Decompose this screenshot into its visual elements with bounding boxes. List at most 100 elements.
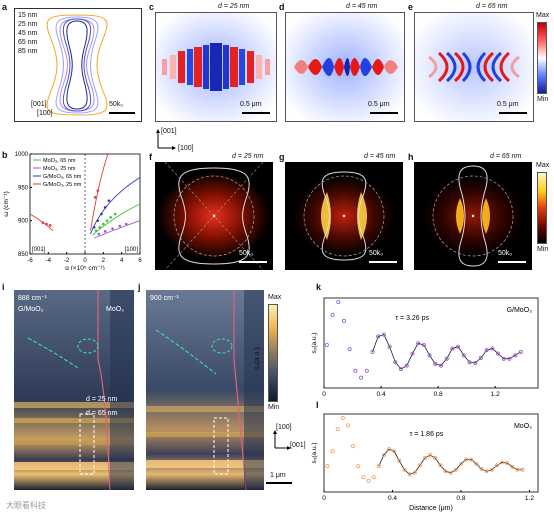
data-point [387, 447, 392, 452]
dispersion-curve [90, 176, 141, 235]
x-tick-label: 0 [322, 495, 326, 502]
data-point [353, 368, 358, 373]
thickness-label: d = 25 nm [232, 153, 264, 160]
data-point [456, 344, 461, 349]
data-point [113, 212, 117, 216]
near-field-image-i [14, 290, 134, 490]
data-point [324, 343, 329, 348]
data-point [507, 356, 512, 361]
y-tick-label: 850 [18, 252, 29, 258]
data-point [109, 216, 112, 219]
data-point [397, 458, 402, 463]
data-point [494, 463, 499, 468]
x-tick-label: 2 [102, 258, 106, 264]
legend-entry: G/MoO₃, 25 nm [43, 182, 82, 188]
data-point [469, 457, 474, 462]
panel-d-field-map: 0.5 μm [285, 12, 405, 122]
y-axis-label: ω (cm⁻¹) [3, 191, 10, 216]
data-point [458, 461, 463, 466]
data-point [96, 219, 100, 222]
panel-label-d: d [279, 2, 285, 12]
data-point [489, 467, 494, 472]
data-point [376, 464, 381, 469]
panel-label-j: j [138, 282, 141, 292]
data-point [410, 351, 415, 356]
data-point [438, 363, 443, 368]
data-point [97, 232, 101, 236]
data-point [94, 229, 98, 232]
data-point [370, 349, 375, 354]
data-point [427, 353, 432, 358]
panel-label-l: l [316, 400, 319, 410]
x-tick-label: 1.2 [491, 391, 500, 398]
data-point [496, 351, 501, 356]
data-point [345, 423, 350, 428]
near-field-image-j [146, 290, 264, 490]
data-point [461, 353, 466, 358]
data-point [423, 455, 428, 460]
lifetime-label: τ = 1.86 ps [410, 431, 444, 438]
thickness-label: d = 25 nm [218, 3, 250, 10]
y-axis-label: s₃(a.u.) [311, 332, 318, 353]
field-map-e [415, 13, 533, 121]
data-point [428, 453, 433, 458]
panel-label-b: b [2, 150, 8, 160]
data-point [118, 224, 122, 228]
decay-chart-l: 0 0.4 0.8 1.2 s₃(a.u.) MoO₃ τ = 1.86 ps Distanc… [311, 413, 539, 512]
legend-entry: MoO₃, 65 nm [43, 158, 76, 164]
legend-entry: 45 nm [18, 30, 38, 37]
data-point [474, 461, 479, 466]
data-point [103, 230, 107, 233]
data-point [478, 355, 483, 360]
thickness-label: d = 65 nm [490, 153, 522, 160]
data-point [340, 415, 345, 420]
plot-frame [323, 413, 539, 493]
data-point [399, 367, 404, 372]
x-tick-label: 0.8 [434, 391, 443, 398]
data-point [381, 453, 386, 458]
data-point [351, 444, 356, 449]
panel-label-a: a [2, 2, 8, 12]
data-point [479, 467, 484, 472]
colorbar-max-label: Max [536, 12, 550, 19]
frequency-label: 900 cm⁻¹ [150, 295, 179, 302]
colorbar-1 [537, 22, 547, 94]
data-point [453, 467, 458, 472]
data-point [421, 343, 426, 348]
data-point [124, 222, 128, 226]
scale-bar-label: 50k₀ [369, 250, 384, 257]
thickness-label: d = 45 nm [346, 3, 378, 10]
legend-entry: MoO₃, 25 nm [43, 166, 76, 172]
data-point [402, 467, 407, 472]
data-point [381, 332, 386, 337]
data-point [404, 363, 409, 368]
data-point [443, 469, 448, 474]
dispersion-curve [29, 213, 54, 231]
decay-chart-k: 0 0.4 0.8 1.2 s₃(a.u.) G/MoO₃ τ = 3.26 ps [311, 297, 539, 398]
data-point [376, 334, 381, 339]
x-tick-label: -2 [64, 258, 70, 264]
lifetime-label: τ = 3.26 ps [395, 315, 429, 322]
thickness-label-1: d = 25 nm [86, 396, 118, 403]
data-point [490, 346, 495, 351]
colorbar-min-label: Min [268, 404, 280, 411]
x-tick-label: 0 [83, 258, 87, 264]
chart-title: G/MoO₃ [507, 307, 533, 314]
panel-l-decay-chart: 0 0.4 0.8 1.2 s₃(a.u.) MoO₃ τ = 1.86 ps Distanc… [306, 406, 546, 514]
data-point [515, 467, 520, 472]
data-point [433, 361, 438, 366]
data-point [105, 219, 109, 222]
data-point [467, 360, 472, 365]
legend-entry: 65 nm [18, 39, 38, 46]
legend-entry: G/MoO₃, 65 nm [43, 174, 82, 180]
crystal-axes [155, 128, 177, 152]
colorbar-3 [268, 304, 278, 402]
data-point [341, 318, 346, 323]
data-point [356, 464, 361, 469]
thickness-label: d = 45 nm [364, 153, 396, 160]
data-point [111, 227, 114, 230]
y-axis-label: s₃(a.u.) [311, 442, 318, 463]
thickness-label-2: d = 65 nm [86, 410, 118, 417]
data-point [407, 472, 412, 477]
data-point [505, 461, 510, 466]
